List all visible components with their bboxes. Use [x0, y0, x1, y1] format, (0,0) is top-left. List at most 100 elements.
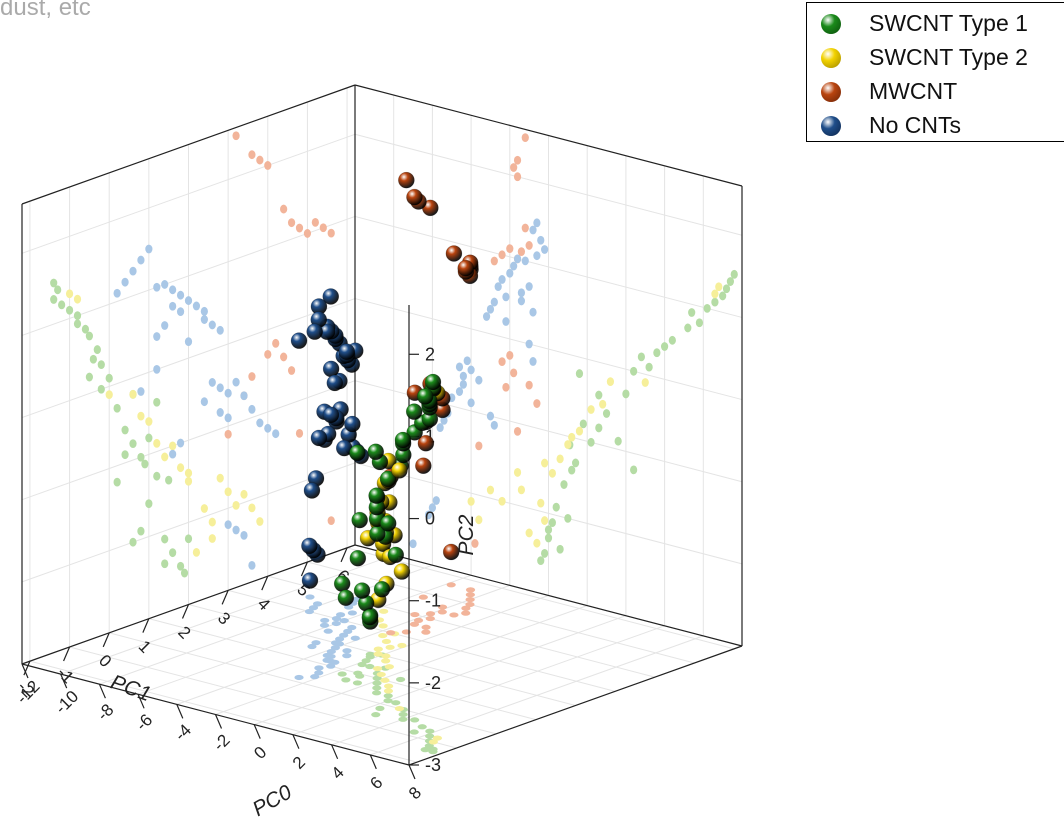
projection-point — [378, 623, 388, 629]
projection-point — [459, 379, 467, 389]
projection-point — [494, 282, 502, 292]
projection-point — [224, 520, 232, 530]
data-point — [290, 332, 308, 349]
projection-point — [428, 503, 436, 513]
legend-item-mwcnt: MWCNT — [807, 75, 1064, 109]
projection-point — [294, 674, 304, 681]
projection-point — [498, 275, 506, 284]
projection-point — [425, 733, 435, 739]
data-point — [361, 608, 379, 626]
legend-marker — [821, 116, 841, 136]
projection-point — [722, 284, 731, 294]
projection-point — [571, 458, 580, 468]
projection-point — [376, 671, 386, 678]
projection-point — [490, 297, 498, 307]
projection-point — [312, 601, 323, 607]
projection-point — [533, 538, 541, 548]
projection-point — [467, 496, 475, 506]
projection-point — [339, 618, 349, 624]
projection-point — [537, 235, 545, 245]
projection-point — [323, 628, 333, 634]
frame-edge — [354, 544, 743, 647]
projection-point — [384, 683, 394, 689]
projection-point — [471, 539, 479, 548]
projection-point — [184, 534, 193, 544]
projection-point — [421, 624, 431, 630]
projection-point — [335, 612, 346, 618]
projection-point — [347, 610, 357, 616]
projection-point — [517, 288, 526, 298]
projection-point — [361, 658, 371, 664]
chart-frame — [21, 84, 743, 766]
z-tick-label: -3 — [425, 755, 441, 775]
projection-point — [161, 321, 169, 330]
projection-point — [432, 735, 443, 741]
projection-point — [176, 290, 185, 300]
projection-point — [541, 458, 549, 468]
projection-point — [169, 285, 177, 295]
projection-point — [579, 419, 587, 429]
x-tick — [63, 646, 71, 662]
projection-point — [533, 251, 541, 261]
projection-point — [54, 285, 62, 295]
projection-point — [437, 604, 448, 610]
y-axis-label: PC0 — [249, 781, 296, 822]
projection-point — [93, 345, 101, 354]
y-tick-label: -10 — [51, 687, 82, 718]
projection-point — [248, 372, 256, 381]
y-tick — [292, 734, 300, 749]
projection-point — [169, 441, 177, 451]
projection-point — [208, 517, 216, 527]
data-point — [310, 429, 328, 447]
projection-point — [73, 294, 82, 304]
projection-point — [248, 561, 256, 570]
data-point — [344, 415, 361, 433]
projection-point — [352, 680, 363, 686]
projection-point — [232, 131, 240, 141]
projection-point — [432, 496, 440, 505]
legend-item-swcnt-type-1: SWCNT Type 1 — [807, 7, 1064, 41]
projection-point — [475, 375, 483, 385]
grid-line — [307, 561, 695, 664]
projection-point — [711, 297, 719, 307]
projection-point — [513, 468, 522, 477]
projection-point — [510, 163, 518, 172]
projection-point — [240, 530, 248, 540]
projection-point — [463, 356, 471, 366]
grid-line — [29, 660, 418, 763]
projection-point — [97, 360, 105, 369]
projection-point — [372, 685, 382, 691]
projection-point — [169, 449, 177, 459]
projection-point — [541, 549, 549, 558]
projection-point — [216, 408, 224, 417]
legend-label: SWCNT Type 2 — [869, 44, 1028, 70]
projection-point — [145, 244, 153, 254]
projection-point — [256, 418, 264, 428]
projection-point — [161, 280, 169, 289]
projection-point — [552, 502, 560, 512]
projection-point — [381, 638, 392, 645]
projection-point — [365, 663, 375, 670]
data-point — [416, 388, 434, 405]
data-point — [322, 406, 340, 424]
projection-point — [330, 645, 340, 651]
projection-point — [544, 533, 553, 543]
y-tick-label: -6 — [132, 710, 156, 734]
projection-point — [455, 387, 464, 396]
projection-point — [465, 601, 475, 608]
legend-label: SWCNT Type 1 — [869, 10, 1028, 36]
legend-marker — [821, 48, 841, 68]
projection-point — [224, 429, 232, 439]
z-tick-label: -1 — [425, 591, 441, 611]
projection-point — [232, 377, 240, 387]
projection-point — [256, 517, 264, 526]
projection-point — [391, 700, 401, 706]
y-tick — [60, 673, 68, 689]
legend-label: MWCNT — [869, 78, 958, 104]
projection-point — [525, 339, 533, 349]
projection-point — [533, 399, 541, 408]
projection-point — [498, 357, 506, 366]
projection-point — [153, 471, 161, 481]
projection-point — [398, 711, 408, 718]
